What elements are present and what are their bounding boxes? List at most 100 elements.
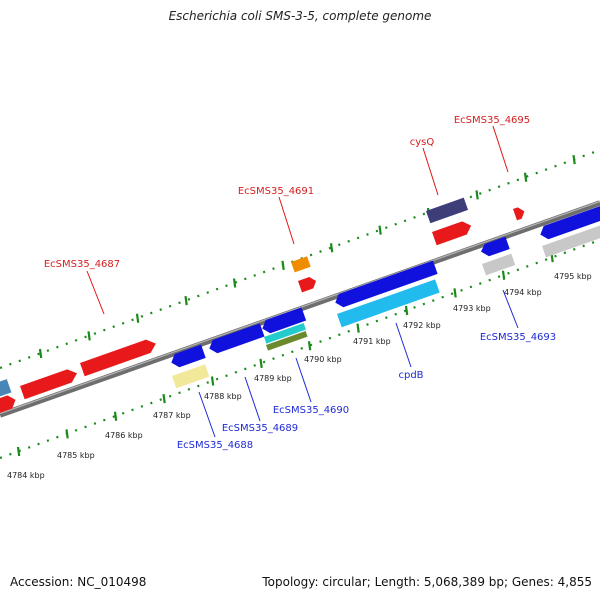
gene-label: EcSMS35_4689: [222, 423, 298, 434]
scale-label: 4786 kbp: [105, 431, 143, 440]
gene-ecsms35-4688-a: [171, 344, 206, 368]
major-tick: [523, 172, 528, 182]
gene-feature: [20, 369, 78, 400]
gene-label: EcSMS35_4695: [454, 115, 530, 126]
major-tick: [356, 323, 360, 333]
gene-label: EcSMS35_4691: [238, 186, 314, 197]
major-tick: [281, 260, 285, 271]
leader-line: [422, 147, 439, 196]
major-tick: [184, 295, 188, 306]
scale-label: 4790 kbp: [304, 355, 342, 364]
gene-label: EcSMS35_4687: [44, 259, 120, 270]
leader-line: [395, 322, 412, 368]
scale-labels: 4784 kbp 4785 kbp 4786 kbp 4787 kbp 4788…: [7, 272, 592, 480]
major-tick: [475, 190, 479, 200]
inner-dotted-ring: [0, 238, 600, 460]
gene-feature: [80, 339, 156, 377]
bottom-labels: EcSMS35_4688 EcSMS35_4689 EcSMS35_4690 c…: [177, 332, 556, 451]
major-ticks: [16, 154, 576, 457]
gene-cysq-a: [426, 197, 469, 224]
gene-ecsms35-4690-b: [264, 323, 306, 344]
major-tick: [404, 305, 409, 316]
gene-cpdb-a: [335, 260, 438, 308]
outer-tick-ring: [0, 148, 600, 370]
gene-left-edge-b: [0, 395, 16, 415]
major-tick: [572, 154, 576, 165]
gene-feature: [172, 364, 210, 389]
gene-ecsms35-4688-b: [172, 364, 210, 389]
gene-label: EcSMS35_4690: [273, 405, 349, 416]
major-tick: [501, 270, 506, 280]
accession-text: Accession: NC_010498: [10, 575, 147, 589]
gene-label: cpdB: [398, 370, 423, 381]
major-tick: [259, 358, 263, 368]
leader-line: [278, 196, 295, 245]
gene-feature: [335, 260, 438, 308]
gene-label: EcSMS35_4693: [480, 332, 556, 343]
major-tick: [232, 278, 237, 288]
gene-feature: [209, 323, 265, 354]
backbone-highlight: [0, 200, 600, 415]
gene-ecsms35-4687: [80, 339, 156, 377]
gene-ecsms35-4689: [209, 323, 265, 354]
gene-feature: [542, 222, 600, 258]
gene-feature: [291, 256, 311, 273]
leader-line: [295, 357, 312, 403]
scale-label: 4791 kbp: [353, 337, 391, 346]
major-tick: [65, 429, 69, 439]
topology-text: Topology: circular; Length: 5,068,389 bp…: [262, 575, 592, 589]
major-tick: [38, 348, 43, 359]
scale-label: 4784 kbp: [7, 471, 45, 480]
gene-feature: [266, 331, 308, 351]
gene-feature: [298, 277, 317, 293]
leader-line: [492, 125, 509, 173]
scale-label: 4787 kbp: [153, 411, 191, 420]
scale-label: 4788 kbp: [204, 392, 242, 401]
gene-label: EcSMS35_4688: [177, 440, 253, 451]
gene-feature: [426, 197, 469, 224]
gene-feature: [480, 236, 510, 257]
gene-ecsms35-4693-a: [480, 236, 510, 257]
scale-label: 4789 kbp: [254, 374, 292, 383]
gene-feature: [513, 207, 525, 221]
gene-ecsms35-4686: [20, 369, 78, 400]
major-tick: [113, 411, 118, 421]
bottom-leader-lines: [198, 289, 519, 438]
top-labels: EcSMS35_4687 EcSMS35_4691 cysQ EcSMS35_4…: [44, 115, 530, 270]
leader-line: [198, 391, 216, 438]
outer-dotted-ring: [0, 148, 600, 370]
major-tick: [307, 341, 312, 351]
gene-feature: [171, 344, 206, 368]
top-leader-lines: [86, 125, 509, 315]
gene-ecsms35-4691-b: [298, 277, 317, 293]
major-tick: [16, 446, 21, 457]
gene-feature: [432, 221, 472, 246]
gene-feature: [0, 395, 16, 415]
gene-ecsms35-4695: [513, 207, 525, 221]
major-tick: [87, 331, 91, 341]
scale-label: 4795 kbp: [554, 272, 592, 281]
scale-label: 4793 kbp: [453, 304, 491, 313]
gene-feature: [0, 379, 12, 400]
gene-ecsms35-4693-b: [482, 253, 516, 276]
major-tick: [162, 393, 166, 404]
gene-feature: [262, 307, 307, 334]
gene-feature: [337, 279, 440, 328]
gene-ecsms35-4690-c: [266, 331, 308, 351]
gene-ecsms35-4694: [540, 202, 600, 240]
gene-cpdb-b: [337, 279, 440, 328]
gene-cysq-b: [432, 221, 472, 246]
inner-tick-ring: [0, 238, 600, 460]
gene-ecsms35-4690-a: [262, 307, 307, 334]
leader-line: [86, 270, 105, 315]
gene-feature: [482, 253, 516, 276]
gene-ecsms35-4691-a: [291, 256, 311, 273]
major-tick: [329, 243, 334, 253]
major-tick: [378, 225, 382, 235]
leader-line: [502, 289, 519, 329]
major-tick: [135, 313, 140, 323]
gene-label: cysQ: [410, 137, 435, 148]
leader-line: [244, 376, 261, 422]
